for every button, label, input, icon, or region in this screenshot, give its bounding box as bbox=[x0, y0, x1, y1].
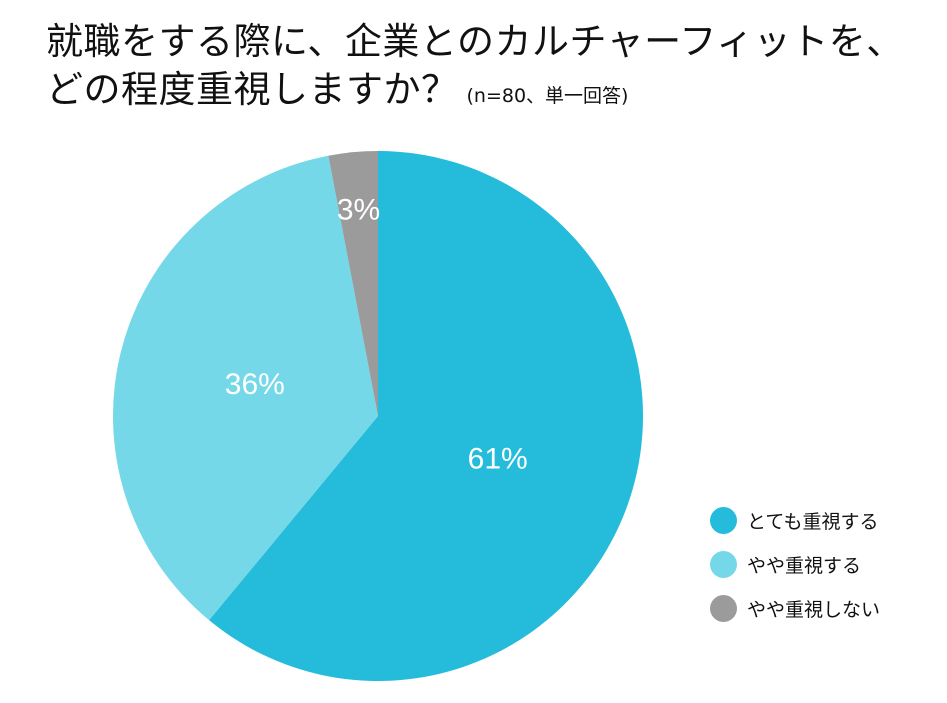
pie-slice-label: 3% bbox=[337, 194, 380, 227]
chart-title-question: どの程度重視しますか？ bbox=[46, 68, 459, 111]
chart-title: 就職をする際に、企業とのカルチャーフィットを、 どの程度重視しますか？ (n=80… bbox=[46, 18, 936, 120]
legend-label: やや重視しない bbox=[747, 598, 881, 621]
legend-swatch bbox=[710, 506, 737, 534]
chart-title-line-1: 就職をする際に、企業とのカルチャーフィットを、 bbox=[46, 20, 904, 63]
pie-slice-label: 61% bbox=[468, 443, 528, 476]
pie-slice-labels: 61% 36% 3% bbox=[225, 194, 528, 476]
chart-subtitle: (n=80、単一回答) bbox=[466, 85, 629, 107]
legend-swatch bbox=[710, 594, 737, 622]
pie-slice bbox=[209, 151, 643, 681]
legend-item: とても重視する bbox=[710, 498, 880, 542]
legend-label: やや重視する bbox=[747, 554, 862, 577]
legend-swatch bbox=[710, 550, 737, 578]
chart-legend: とても重視する やや重視する やや重視しない bbox=[710, 498, 880, 630]
pie-slices bbox=[112, 151, 643, 681]
legend-label: とても重視する bbox=[747, 510, 879, 533]
legend-item: やや重視しない bbox=[710, 586, 880, 630]
legend-item: やや重視する bbox=[710, 542, 880, 586]
pie-slice bbox=[328, 151, 378, 416]
pie-slice-label: 36% bbox=[225, 368, 285, 401]
pie-slice bbox=[112, 155, 379, 621]
chart-title-line-2: どの程度重視しますか？ (n=80、単一回答) bbox=[46, 66, 936, 120]
